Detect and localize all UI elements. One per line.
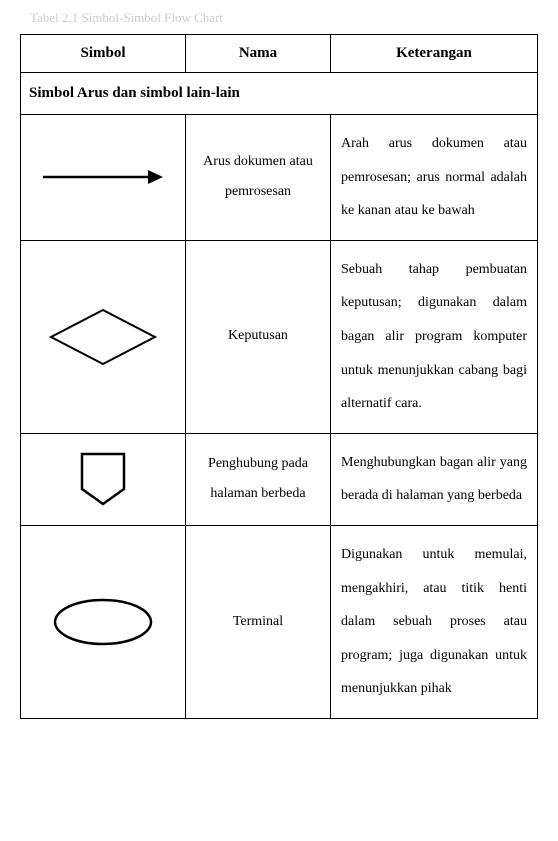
- desc-cell: Sebuah tahap pembuatan keputusan; diguna…: [331, 240, 538, 433]
- table-row: Terminal Digunakan untuk memulai, mengak…: [21, 525, 538, 718]
- flowchart-symbols-table: Simbol Nama Keterangan Simbol Arus dan s…: [20, 34, 538, 719]
- desc-cell: Digunakan untuk memulai, mengakhiri, ata…: [331, 525, 538, 718]
- desc-cell: Arah arus dokumen atau pemrosesan; arus …: [331, 115, 538, 241]
- table-row: Arus dokumen atau pemrosesan Arah arus d…: [21, 115, 538, 241]
- table-row: Penghubung pada halaman berbeda Menghubu…: [21, 433, 538, 525]
- name-cell: Keputusan: [186, 240, 331, 433]
- name-cell: Penghubung pada halaman berbeda: [186, 433, 331, 525]
- symbol-cell: [21, 240, 186, 433]
- offpage-connector-icon: [68, 444, 138, 514]
- arrow-icon: [33, 157, 173, 197]
- terminal-icon: [43, 592, 163, 652]
- table-caption: Tabel 2.1 Simbol-Simbol Flow Chart: [30, 10, 538, 26]
- name-cell: Terminal: [186, 525, 331, 718]
- header-row: Simbol Nama Keterangan: [21, 35, 538, 73]
- symbol-cell: [21, 115, 186, 241]
- diamond-icon: [43, 302, 163, 372]
- header-desc: Keterangan: [331, 35, 538, 73]
- header-name: Nama: [186, 35, 331, 73]
- header-symbol: Simbol: [21, 35, 186, 73]
- table-row: Keputusan Sebuah tahap pembuatan keputus…: [21, 240, 538, 433]
- symbol-cell: [21, 525, 186, 718]
- section-row: Simbol Arus dan simbol lain-lain: [21, 73, 538, 115]
- symbol-cell: [21, 433, 186, 525]
- section-title: Simbol Arus dan simbol lain-lain: [21, 73, 538, 115]
- name-cell: Arus dokumen atau pemrosesan: [186, 115, 331, 241]
- desc-cell: Menghubungkan bagan alir yang berada di …: [331, 433, 538, 525]
